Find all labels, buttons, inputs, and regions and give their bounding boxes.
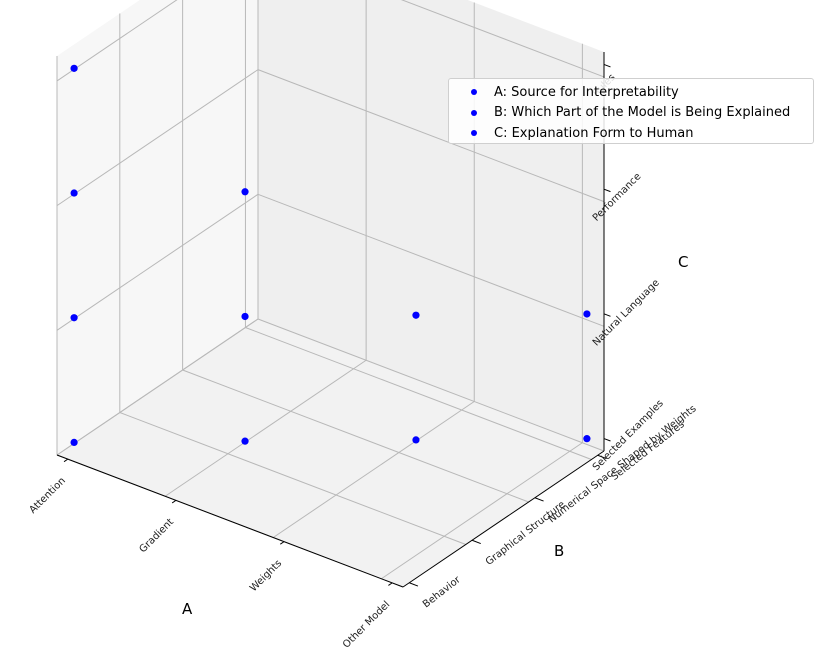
y-tick-mark (534, 497, 544, 502)
grid-line (56, 193, 259, 331)
grid-line (182, 369, 529, 503)
legend-marker-icon (471, 89, 477, 96)
legend: A: Source for Interpretability B: Which … (448, 78, 814, 144)
y-axis-label: B (554, 542, 564, 560)
x-axis-label: A (182, 600, 193, 618)
floor-pane (57, 319, 604, 587)
grid-line (257, 318, 605, 452)
grid-line (56, 318, 259, 456)
y-axis-line (402, 450, 605, 588)
grid-line (272, 401, 475, 538)
z-tick-mark (603, 188, 611, 193)
x-tick-mark (388, 582, 393, 586)
grid-line (400, 0, 605, 78)
grid-line (381, 442, 583, 580)
data-point (412, 311, 420, 319)
grid-lines (56, 0, 605, 588)
y-tick-mark (471, 539, 481, 545)
z-tick-mark (603, 313, 611, 317)
y-tick-label: Selected Features (609, 419, 686, 483)
y-tick-mark (597, 454, 607, 460)
x-tick-label: Gradient (137, 517, 176, 556)
grid-line (257, 69, 605, 203)
y-tick-mark (409, 582, 419, 587)
x-tick-mark (63, 458, 69, 463)
z-tick-mark (603, 438, 611, 442)
x-tick-label: Attention (28, 475, 68, 515)
legend-entry: C: Explanation Form to Human (457, 123, 805, 144)
grid-line (164, 359, 367, 497)
data-point (583, 310, 591, 318)
x-axis-line (56, 454, 404, 588)
grid-line (56, 0, 178, 82)
data-point (70, 189, 78, 197)
y-tick-label: Behavior (421, 574, 463, 611)
x-tick-mark (280, 541, 285, 545)
data-point (70, 64, 78, 72)
data-point (70, 438, 78, 447)
data-point (241, 188, 249, 196)
grid-line (56, 69, 259, 207)
legend-marker-icon (471, 130, 477, 137)
x-tick-label: Weights (248, 558, 284, 594)
grid-line (245, 327, 592, 460)
legend-label: B: Which Part of the Model is Being Expl… (494, 105, 791, 121)
data-point (241, 312, 249, 321)
grid-line (119, 412, 466, 545)
left-pane (57, 0, 258, 455)
z-axis-label: C (678, 253, 688, 271)
grid-line (257, 193, 605, 327)
z-tick-mark (603, 64, 611, 68)
data-point (583, 435, 591, 443)
legend-entry: A: Source for Interpretability (457, 82, 805, 103)
legend-label: C: Explanation Form to Human (494, 125, 694, 141)
legend-entry: B: Which Part of the Model is Being Expl… (457, 103, 805, 124)
data-point (412, 436, 420, 444)
legend-marker-icon (471, 109, 477, 116)
x-tick-mark (171, 499, 177, 504)
data-point (241, 437, 249, 445)
legend-label: A: Source for Interpretability (494, 84, 679, 100)
data-points (70, 64, 591, 447)
x-tick-label: Other Model (341, 599, 392, 650)
data-point (70, 314, 78, 322)
